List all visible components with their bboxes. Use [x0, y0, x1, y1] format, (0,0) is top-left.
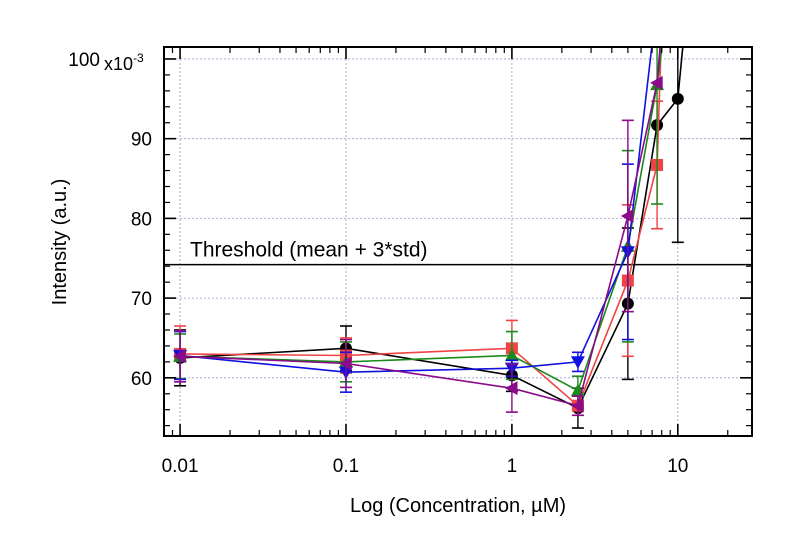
- y-axis-multiplier: x10-3: [104, 51, 144, 74]
- y-tick-label: 60: [131, 369, 152, 390]
- y-multiplier-base: x10: [104, 54, 133, 74]
- y-axis-label: Intensity (a.u.): [49, 179, 71, 306]
- y-tick-label: 70: [131, 289, 152, 310]
- threshold-label: Threshold (mean + 3*std): [190, 239, 428, 262]
- series-layer: [173, 47, 684, 429]
- series-line: [180, 47, 662, 408]
- series-3: [173, 47, 665, 406]
- x-tick-label: 0.1: [333, 456, 359, 477]
- axis-ticks: [164, 47, 752, 436]
- data-point: [650, 75, 663, 90]
- data-point: [504, 348, 519, 362]
- y-tick-label: 100: [68, 50, 100, 71]
- y-multiplier-exponent: -3: [133, 51, 144, 65]
- x-tick-label: 0.01: [162, 456, 199, 477]
- data-point: [620, 208, 634, 223]
- data-point: [570, 356, 585, 369]
- series-1: [174, 47, 684, 429]
- series-line: [180, 47, 661, 407]
- x-tick-labels: 0.01 0.1 1 10: [162, 456, 689, 477]
- data-point: [671, 92, 684, 105]
- data-point: [570, 398, 584, 413]
- y-tick-labels: 60 70 80 90 100: [68, 50, 152, 390]
- data-point: [173, 349, 186, 364]
- series-line: [180, 47, 653, 374]
- series-4: [173, 47, 653, 393]
- x-tick-label: 10: [667, 456, 688, 477]
- data-point: [338, 356, 352, 371]
- y-tick-label: 80: [131, 209, 152, 230]
- y-tick-label: 90: [131, 130, 152, 151]
- series-5: [173, 47, 663, 417]
- x-axis-label: Log (Concentration, µM): [350, 495, 566, 517]
- series-line: [180, 47, 663, 392]
- x-tick-label: 1: [507, 456, 518, 477]
- data-point: [504, 381, 518, 396]
- plot-frame: [163, 46, 753, 437]
